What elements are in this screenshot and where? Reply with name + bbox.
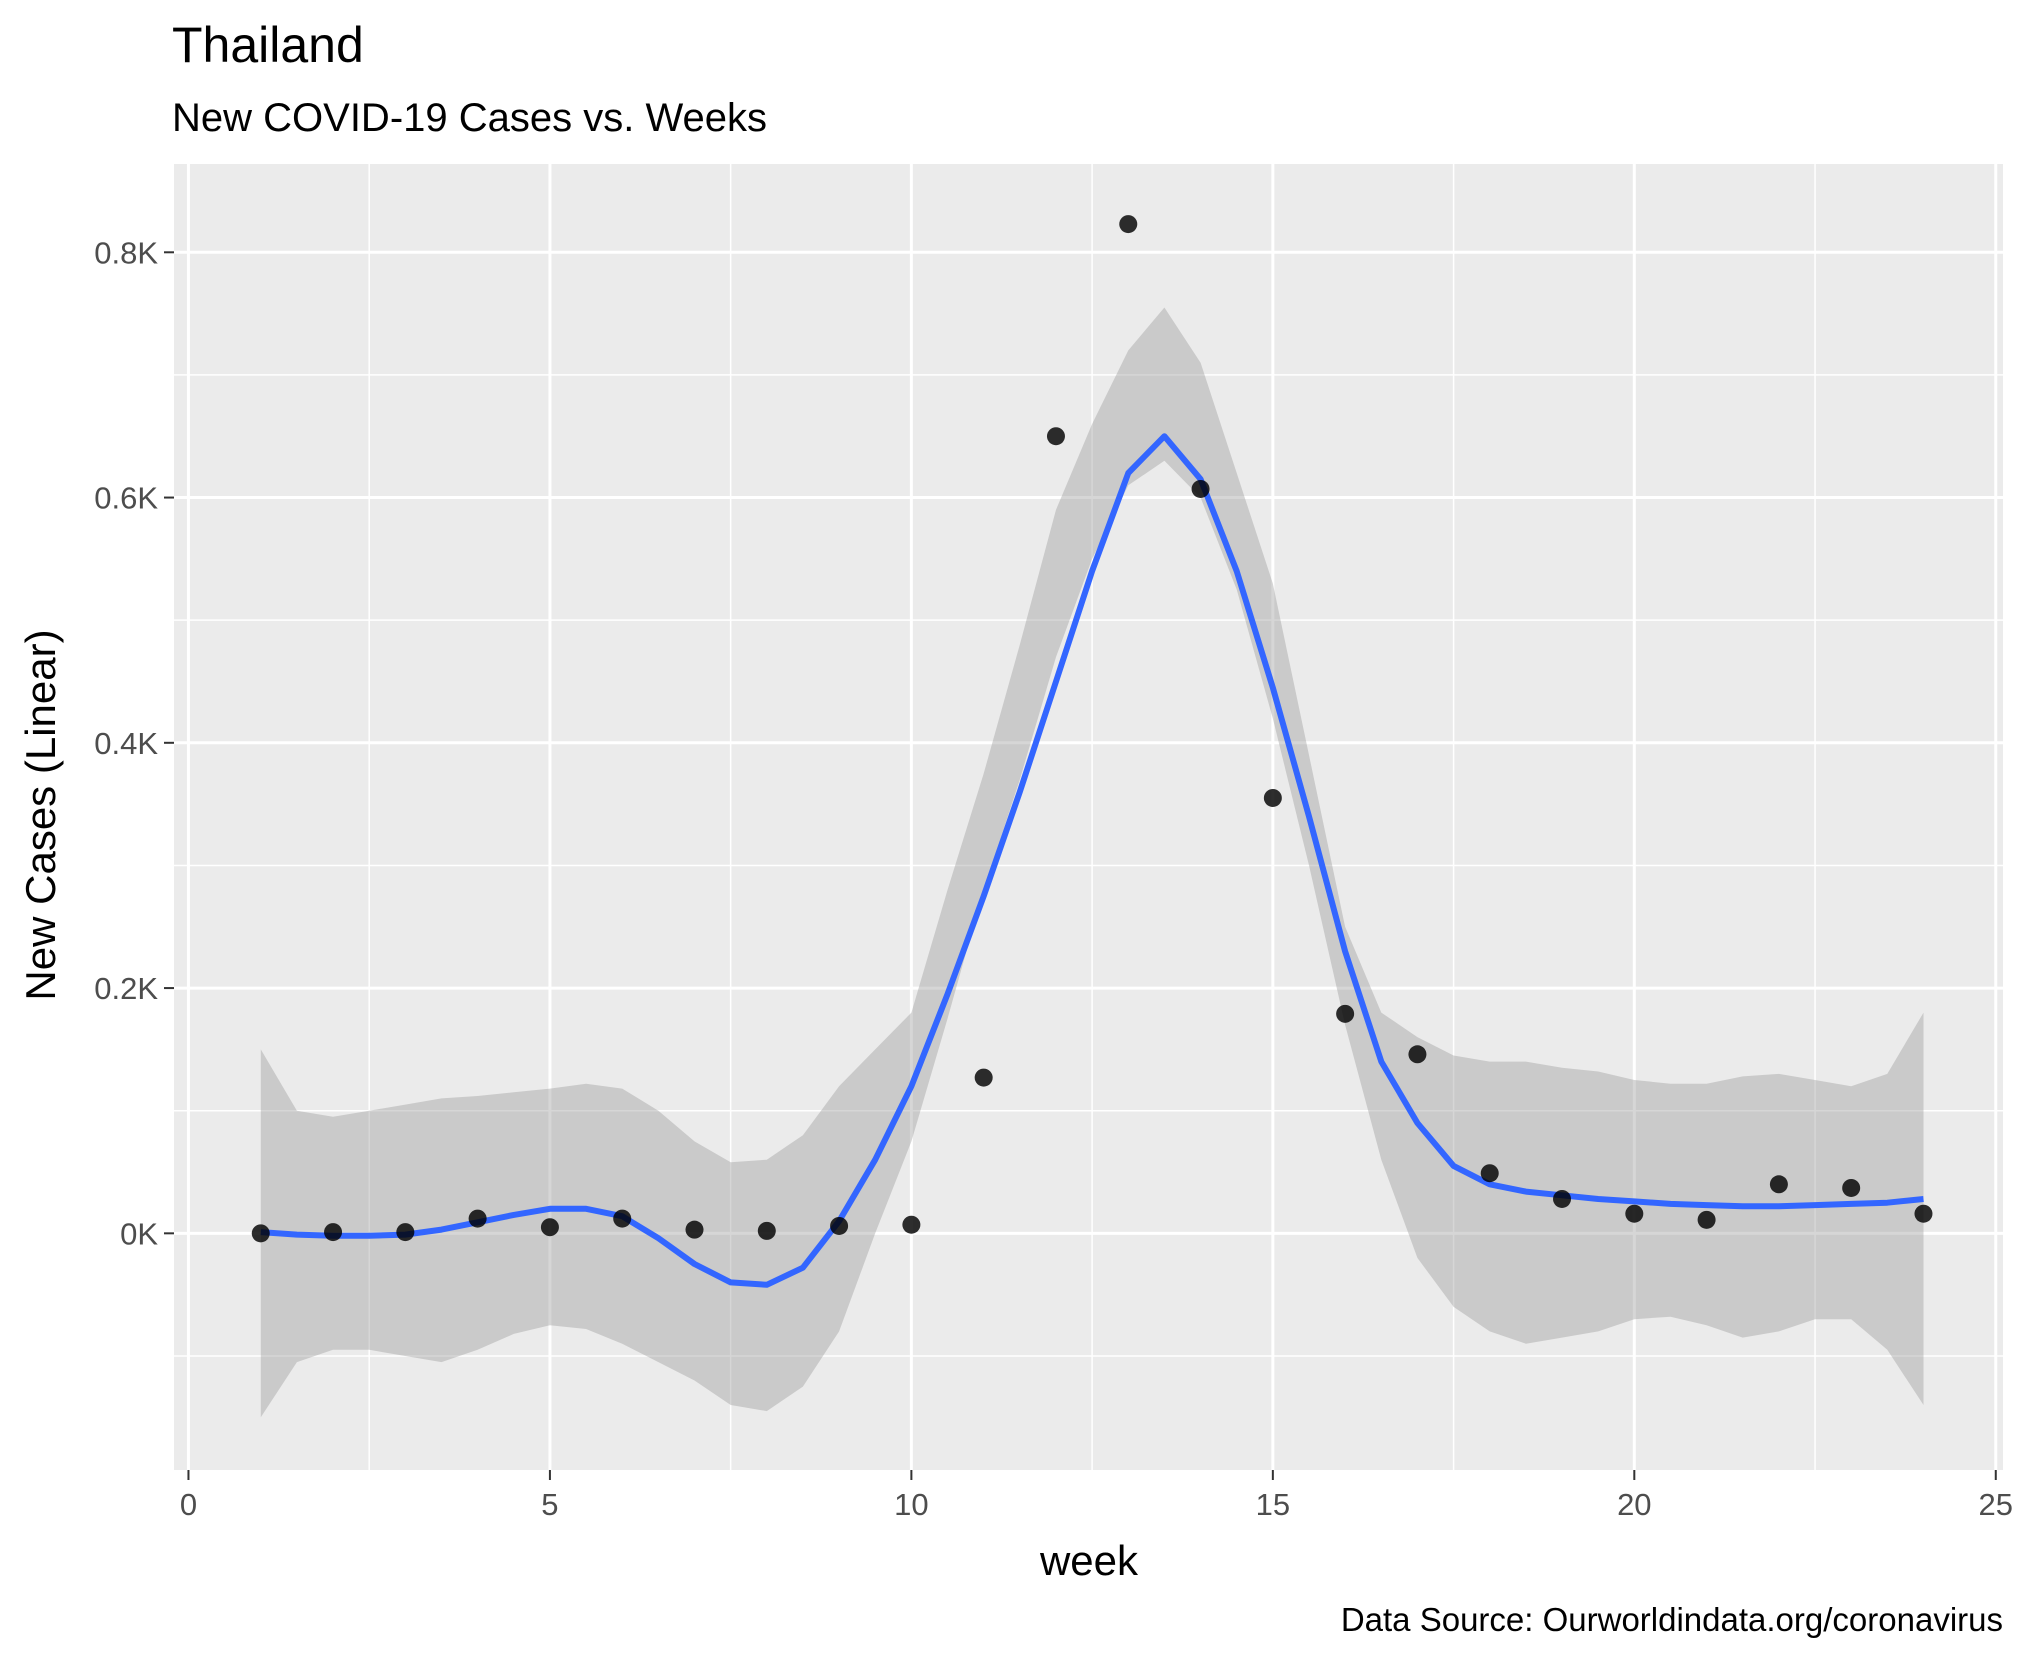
data-point <box>396 1223 415 1242</box>
major-gridlines <box>174 164 2003 1470</box>
data-point <box>1842 1178 1861 1197</box>
confidence-band <box>260 307 1924 1418</box>
y-tick-label: 0.2K <box>94 971 158 1006</box>
data-point <box>613 1209 632 1228</box>
data-point <box>468 1209 487 1228</box>
data-point <box>1046 427 1065 446</box>
chart-caption: Data Source: Ourworldindata.org/coronavi… <box>1341 1601 2003 1638</box>
data-points <box>251 215 1933 1243</box>
chart-subtitle: New COVID-19 Cases vs. Weeks <box>172 96 767 140</box>
data-point <box>902 1215 921 1234</box>
data-point <box>540 1218 559 1237</box>
data-point <box>251 1224 270 1243</box>
y-tick-label: 0.4K <box>94 726 158 761</box>
minor-gridlines <box>174 164 2003 1470</box>
smooth-line <box>260 433 1924 1288</box>
data-point <box>1119 215 1138 234</box>
x-tick-label: 25 <box>1979 1487 2013 1522</box>
x-tick-label: 0 <box>180 1487 197 1522</box>
data-point <box>1263 788 1282 807</box>
y-axis: 0K 0.2K 0.4K 0.6K 0.8K <box>94 235 174 1251</box>
y-axis-title: New Cases (Linear) <box>17 629 64 1000</box>
x-tick-label: 5 <box>541 1487 558 1522</box>
chart-title: Thailand <box>172 17 364 73</box>
data-point <box>1625 1204 1644 1223</box>
x-axis-title: week <box>1039 1537 1139 1584</box>
data-point <box>1480 1164 1499 1183</box>
data-point <box>1914 1204 1933 1223</box>
data-point <box>1697 1210 1716 1229</box>
x-tick-label: 10 <box>894 1487 928 1522</box>
plot-panel <box>174 164 2003 1470</box>
data-point <box>324 1223 343 1242</box>
y-tick-label: 0.8K <box>94 235 158 270</box>
data-point <box>757 1221 776 1240</box>
x-tick-label: 20 <box>1617 1487 1651 1522</box>
data-point <box>1769 1175 1788 1194</box>
x-axis: 0 5 10 15 20 25 <box>180 1470 2013 1522</box>
data-point <box>974 1068 993 1087</box>
y-tick-label: 0K <box>120 1216 158 1251</box>
data-point <box>1553 1189 1572 1208</box>
data-point <box>1408 1045 1427 1064</box>
data-point <box>685 1220 704 1239</box>
data-point <box>1191 479 1210 498</box>
x-tick-label: 15 <box>1256 1487 1290 1522</box>
data-point <box>830 1216 849 1235</box>
y-tick-label: 0.6K <box>94 481 158 516</box>
data-point <box>1336 1004 1355 1023</box>
